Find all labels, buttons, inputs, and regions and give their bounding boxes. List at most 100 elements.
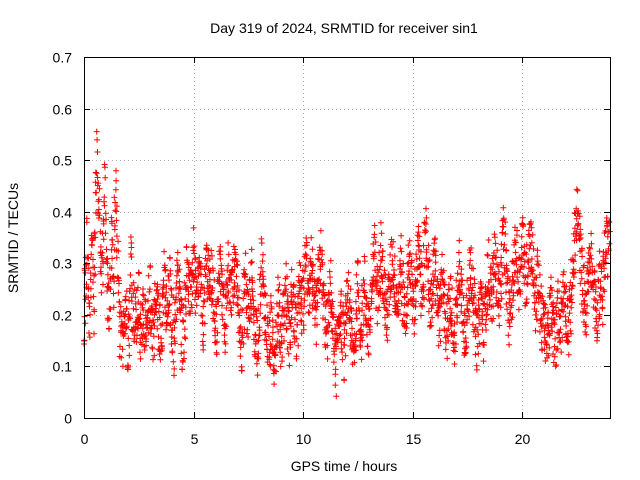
data-point (200, 331, 207, 338)
data-point (582, 291, 589, 298)
data-point (324, 355, 331, 362)
data-point (359, 337, 366, 344)
data-point (502, 231, 509, 237)
data-point (112, 186, 119, 193)
data-point (108, 218, 115, 225)
data-point (284, 346, 291, 352)
data-point (428, 322, 435, 329)
data-point (379, 295, 386, 302)
data-point (209, 287, 215, 294)
data-point (541, 334, 548, 341)
data-point (154, 296, 161, 302)
data-point (239, 329, 246, 336)
data-point (348, 318, 355, 325)
data-point (86, 334, 93, 341)
data-point (261, 290, 268, 297)
data-point (225, 289, 232, 296)
data-point (182, 304, 189, 311)
data-point (432, 248, 439, 255)
data-point (445, 286, 452, 293)
data-point (497, 304, 504, 311)
data-point (341, 326, 348, 333)
data-point (160, 284, 167, 291)
data-point (430, 277, 437, 284)
data-point (232, 246, 238, 253)
data-point (371, 222, 378, 229)
data-point (423, 205, 429, 212)
data-point (300, 310, 306, 317)
data-point (213, 351, 220, 358)
data-point (252, 331, 259, 338)
data-point (556, 329, 563, 336)
data-point (245, 291, 252, 298)
data-point (219, 316, 226, 323)
data-point (594, 330, 601, 337)
data-point (293, 335, 300, 342)
data-point (146, 288, 153, 295)
data-point (528, 219, 534, 225)
data-point (413, 251, 420, 258)
data-point (434, 292, 441, 299)
data-point (270, 362, 277, 369)
data-point (363, 294, 370, 301)
data-point (349, 332, 356, 339)
data-point (181, 326, 188, 333)
data-point (372, 239, 379, 245)
data-point (254, 372, 261, 379)
data-point (172, 318, 179, 325)
data-point (113, 208, 120, 215)
data-point (91, 264, 98, 271)
data-point (155, 308, 162, 315)
data-point (553, 300, 560, 307)
data-point (528, 224, 535, 231)
data-point (432, 298, 439, 304)
data-point (405, 242, 412, 249)
data-point (442, 346, 449, 353)
data-point (141, 347, 148, 353)
data-point (431, 240, 438, 247)
data-point (149, 306, 156, 313)
data-point (575, 207, 582, 214)
data-point (497, 259, 504, 266)
data-point (584, 288, 591, 295)
data-point (198, 312, 205, 319)
data-point (94, 149, 101, 155)
data-point (87, 270, 94, 277)
data-point (122, 293, 129, 300)
y-tick-label: 0.6 (53, 102, 73, 118)
data-point (317, 227, 324, 234)
data-point (328, 289, 335, 296)
data-point (338, 291, 345, 298)
data-point (271, 367, 278, 374)
data-point (189, 270, 196, 277)
data-point (309, 267, 316, 274)
data-point (157, 322, 164, 329)
data-point (452, 348, 458, 355)
data-point (337, 299, 344, 306)
data-point (113, 167, 119, 174)
data-point (190, 224, 197, 231)
data-point (91, 272, 97, 279)
data-point (327, 302, 334, 309)
data-point (563, 283, 570, 290)
data-point (408, 259, 415, 266)
data-point (165, 307, 172, 314)
data-point (565, 338, 572, 345)
data-point (291, 328, 297, 335)
data-point (268, 305, 275, 312)
data-point (271, 381, 278, 388)
data-point (573, 237, 580, 244)
data-point (158, 343, 165, 350)
data-point (522, 302, 529, 309)
data-point (472, 324, 479, 331)
data-point (97, 243, 104, 250)
data-point (87, 294, 94, 301)
data-point (593, 318, 600, 325)
data-point (110, 304, 117, 311)
data-point (333, 343, 339, 350)
data-point (220, 284, 227, 291)
data-point (597, 278, 604, 285)
data-point (258, 240, 265, 246)
data-point (490, 260, 497, 267)
data-point (498, 254, 505, 261)
